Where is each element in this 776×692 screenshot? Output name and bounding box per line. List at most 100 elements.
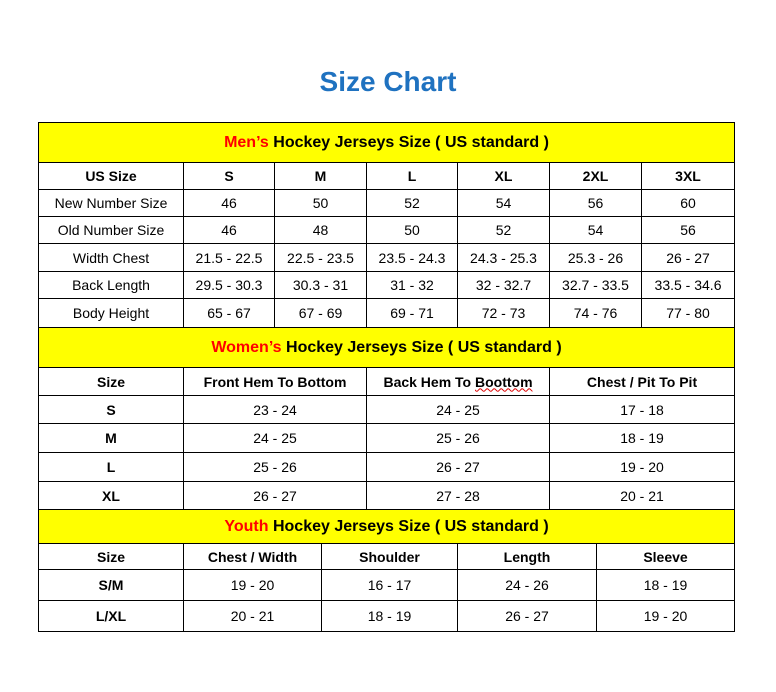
table-cell: 31 - 32 xyxy=(366,271,458,299)
column-header: Shoulder xyxy=(321,543,458,570)
column-header-text: Size xyxy=(96,373,125,390)
heading-text: Hockey Jerseys Size ( US standard ) xyxy=(268,517,549,535)
table-cell: 19 - 20 xyxy=(548,452,736,482)
column-header: Size xyxy=(38,367,184,396)
table-row: Width Chest 21.5 - 22.5 22.5 - 23.5 23.5 - … xyxy=(38,243,736,272)
table-cell: 74 - 76 xyxy=(549,298,642,328)
column-header: Length xyxy=(457,543,597,570)
table-cell: 67 - 69 xyxy=(274,298,367,328)
table-cell: 24 - 25 xyxy=(183,423,367,453)
table-cell: 25 - 26 xyxy=(183,452,367,482)
womens-heading-row: Women’s Hockey Jerseys Size ( US standar… xyxy=(37,327,736,368)
column-header-text: 3XL xyxy=(675,168,701,184)
table-row: Old Number Size 46 48 50 52 54 56 xyxy=(38,216,736,244)
row-label: Width Chest xyxy=(38,243,184,272)
table-row: Back Length 29.5 - 30.3 30.3 - 31 31 - 32 32… xyxy=(38,271,736,299)
mens-heading: Men’s Hockey Jerseys Size ( US standard … xyxy=(37,122,736,163)
youth-size-table: Youth Hockey Jerseys Size ( US standard … xyxy=(37,509,736,632)
column-header: M xyxy=(274,162,367,190)
table-cell: 33.5 - 34.6 xyxy=(640,271,736,299)
table-cell: 32 - 32.7 xyxy=(457,271,550,299)
table-cell: 48 xyxy=(274,216,367,244)
table-cell: 54 xyxy=(457,189,550,217)
page-title: Size Chart xyxy=(319,66,457,97)
mens-size-table: Men’s Hockey Jerseys Size ( US standard … xyxy=(37,122,736,328)
table-cell: 17 - 18 xyxy=(548,395,736,424)
table-cell: 50 xyxy=(274,189,367,217)
table-cell: 20 - 21 xyxy=(548,481,736,510)
table-cell: 16 - 17 xyxy=(321,569,458,601)
table-cell: 69 - 71 xyxy=(366,298,458,328)
table-cell: 56 xyxy=(640,216,736,244)
column-header-text: Chest / Pit To Pit xyxy=(586,373,698,390)
table-cell: 60 xyxy=(640,189,736,217)
womens-heading: Women’s Hockey Jerseys Size ( US standar… xyxy=(37,327,736,368)
table-cell: 25.3 - 26 xyxy=(549,243,642,272)
heading-accent: Youth xyxy=(224,517,269,535)
column-header: S xyxy=(183,162,275,190)
table-cell: 19 - 20 xyxy=(183,569,322,601)
table-cell: 32.7 - 33.5 xyxy=(549,271,642,299)
table-row: New Number Size 46 50 52 54 56 60 xyxy=(38,189,736,217)
table-row: S/M 19 - 20 16 - 17 24 - 26 18 - 19 xyxy=(38,569,736,601)
column-header-text: US Size xyxy=(85,168,137,184)
table-row: L/XL 20 - 21 18 - 19 26 - 27 19 - 20 xyxy=(38,600,736,632)
table-cell: 26 - 27 xyxy=(457,600,597,632)
column-header-text: Front Hem To Bottom xyxy=(203,373,347,390)
column-header: Chest / Width xyxy=(183,543,322,570)
row-label: S xyxy=(38,395,184,424)
womens-size-table: Women’s Hockey Jerseys Size ( US standar… xyxy=(37,327,736,510)
heading-text: Hockey Jerseys Size ( US standard ) xyxy=(268,133,549,151)
table-row: S 23 - 24 24 - 25 17 - 18 xyxy=(38,395,736,424)
table-cell: 24 - 25 xyxy=(366,395,550,424)
column-header: Chest / Pit To Pit xyxy=(548,367,736,396)
row-label: L/XL xyxy=(38,600,184,632)
header-row: Size Chest / Width Shoulder Length Sleeve xyxy=(38,543,736,570)
column-header: XL xyxy=(457,162,550,190)
heading-text: Hockey Jerseys Size ( US standard ) xyxy=(281,338,562,356)
table-row: Body Height 65 - 67 67 - 69 69 - 71 72 - 73 7… xyxy=(38,298,736,328)
column-header-text: Sleeve xyxy=(643,548,688,565)
table-cell: 27 - 28 xyxy=(366,481,550,510)
table-cell: 18 - 19 xyxy=(548,423,736,453)
table-cell: 65 - 67 xyxy=(183,298,275,328)
table-cell: 18 - 19 xyxy=(595,569,736,601)
table-cell: 52 xyxy=(366,189,458,217)
row-label: Old Number Size xyxy=(38,216,184,244)
row-label: Back Length xyxy=(38,271,184,299)
table-cell: 20 - 21 xyxy=(183,600,322,632)
table-row: XL 26 - 27 27 - 28 20 - 21 xyxy=(38,481,736,510)
table-cell: 24 - 26 xyxy=(457,569,597,601)
row-label: M xyxy=(38,423,184,453)
column-header-text: XL xyxy=(494,168,513,184)
column-header-text: L xyxy=(407,168,417,184)
table-cell: 77 - 80 xyxy=(640,298,736,328)
table-cell: 22.5 - 23.5 xyxy=(274,243,367,272)
column-header-text: Back Hem To Boottom xyxy=(383,373,533,390)
table-cell: 50 xyxy=(366,216,458,244)
youth-heading: Youth Hockey Jerseys Size ( US standard … xyxy=(37,509,736,544)
table-cell: 26 - 27 xyxy=(366,452,550,482)
column-header: Back Hem To Boottom xyxy=(366,367,550,396)
table-cell: 25 - 26 xyxy=(366,423,550,453)
row-label: New Number Size xyxy=(38,189,184,217)
table-cell: 52 xyxy=(457,216,550,244)
table-cell: 26 - 27 xyxy=(183,481,367,510)
column-header: US Size xyxy=(38,162,184,190)
table-cell: 46 xyxy=(183,189,275,217)
column-header: Front Hem To Bottom xyxy=(183,367,367,396)
column-header: 2XL xyxy=(549,162,642,190)
column-header-text: M xyxy=(314,168,327,184)
youth-heading-row: Youth Hockey Jerseys Size ( US standard … xyxy=(37,509,736,544)
column-header: 3XL xyxy=(640,162,736,190)
table-row: M 24 - 25 25 - 26 18 - 19 xyxy=(38,423,736,453)
column-header-text: Size xyxy=(96,548,125,565)
table-cell: 29.5 - 30.3 xyxy=(183,271,275,299)
column-header-text: Length xyxy=(503,548,551,565)
table-cell: 56 xyxy=(549,189,642,217)
column-header-text: Chest / Width xyxy=(207,548,298,565)
column-header-text: S xyxy=(224,168,234,184)
heading-accent: Women’s xyxy=(211,338,282,356)
table-cell: 46 xyxy=(183,216,275,244)
column-header: Sleeve xyxy=(595,543,736,570)
